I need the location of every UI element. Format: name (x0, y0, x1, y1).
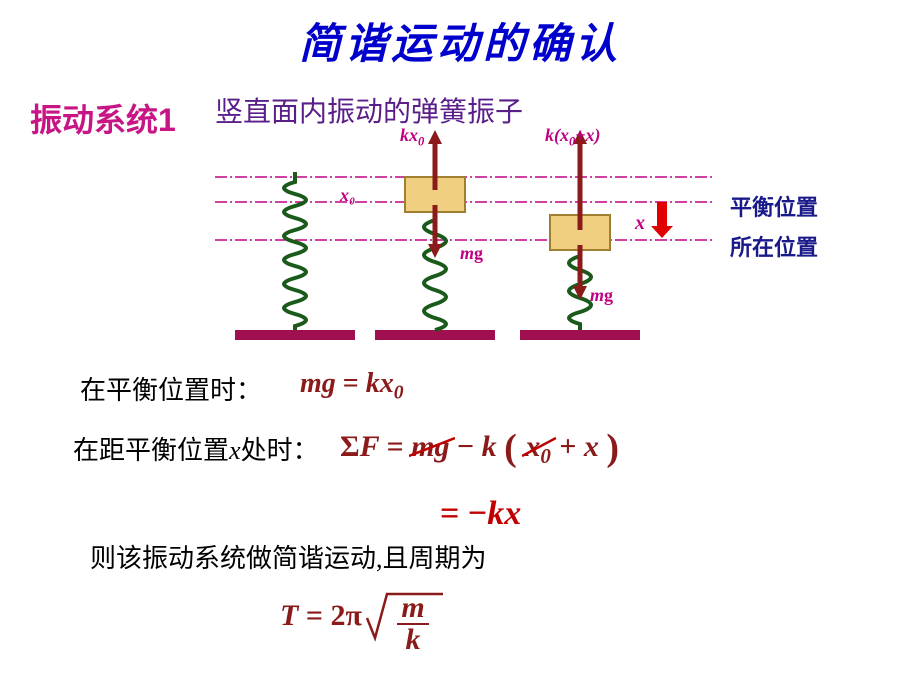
label-mg1: mg (460, 243, 483, 264)
section-label: 振动系统1 (30, 95, 176, 141)
eq-result: = −kx (440, 495, 521, 533)
spring-diagram: x₀ x kx0 k(x0+x) mg mg (215, 130, 715, 350)
text-at-equilibrium: 在平衡位置时： (80, 370, 262, 407)
main-title: 简谐运动的确认 (299, 10, 621, 71)
label-kx0x: k(x0+x) (545, 125, 601, 150)
text-conclusion: 则该振动系统做简谐运动,且周期为 (90, 538, 487, 575)
text-at-displacement: 在距平衡位置x处时： (73, 430, 319, 467)
eq-force-sum: ΣF = mg − k ( x0 + x ) (340, 426, 619, 470)
label-x: x (635, 212, 645, 235)
subtitle: 竖直面内振动的弹簧振子 (215, 90, 523, 130)
label-kx0: kx0 (400, 125, 424, 150)
label-x0: x₀ (340, 185, 355, 206)
eq-period: T = 2π m k (280, 590, 445, 646)
equilibrium-label: 平衡位置 (730, 190, 818, 222)
eq-equilibrium: mg = kx0 (300, 368, 404, 405)
label-mg2: mg (590, 285, 613, 306)
current-position-label: 所在位置 (730, 230, 818, 262)
